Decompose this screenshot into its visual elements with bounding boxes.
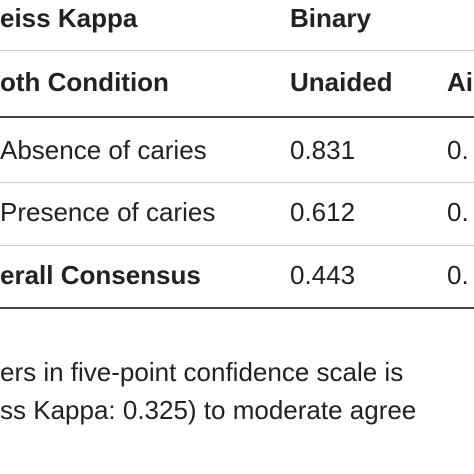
caption-line: ers in five-point confidence scale is xyxy=(0,357,404,387)
table-cell: Absence of caries xyxy=(0,135,207,165)
table-cell: 0. xyxy=(447,135,469,165)
table-cell: 0. xyxy=(447,197,469,227)
row-divider xyxy=(0,50,474,51)
caption-line: ss Kappa: 0.325) to moderate agree xyxy=(0,395,417,425)
table-cell: 0. xyxy=(447,260,469,290)
table-cell: 0.443 xyxy=(290,260,356,290)
header-cell: oth Condition xyxy=(0,67,169,97)
table-cell: Presence of caries xyxy=(0,197,216,227)
header-divider xyxy=(0,116,474,118)
table-cell: 0.612 xyxy=(290,197,356,227)
header-cell: Unaided xyxy=(290,67,393,97)
row-divider xyxy=(0,182,474,183)
table-cell: erall Consensus xyxy=(0,260,201,290)
row-divider xyxy=(0,245,474,246)
table-cell: 0.831 xyxy=(290,135,356,165)
header-cell: Binary xyxy=(290,3,371,33)
header-cell: Ai xyxy=(447,67,473,97)
table-bottom xyxy=(0,307,474,309)
header-cell: eiss Kappa xyxy=(0,3,138,33)
